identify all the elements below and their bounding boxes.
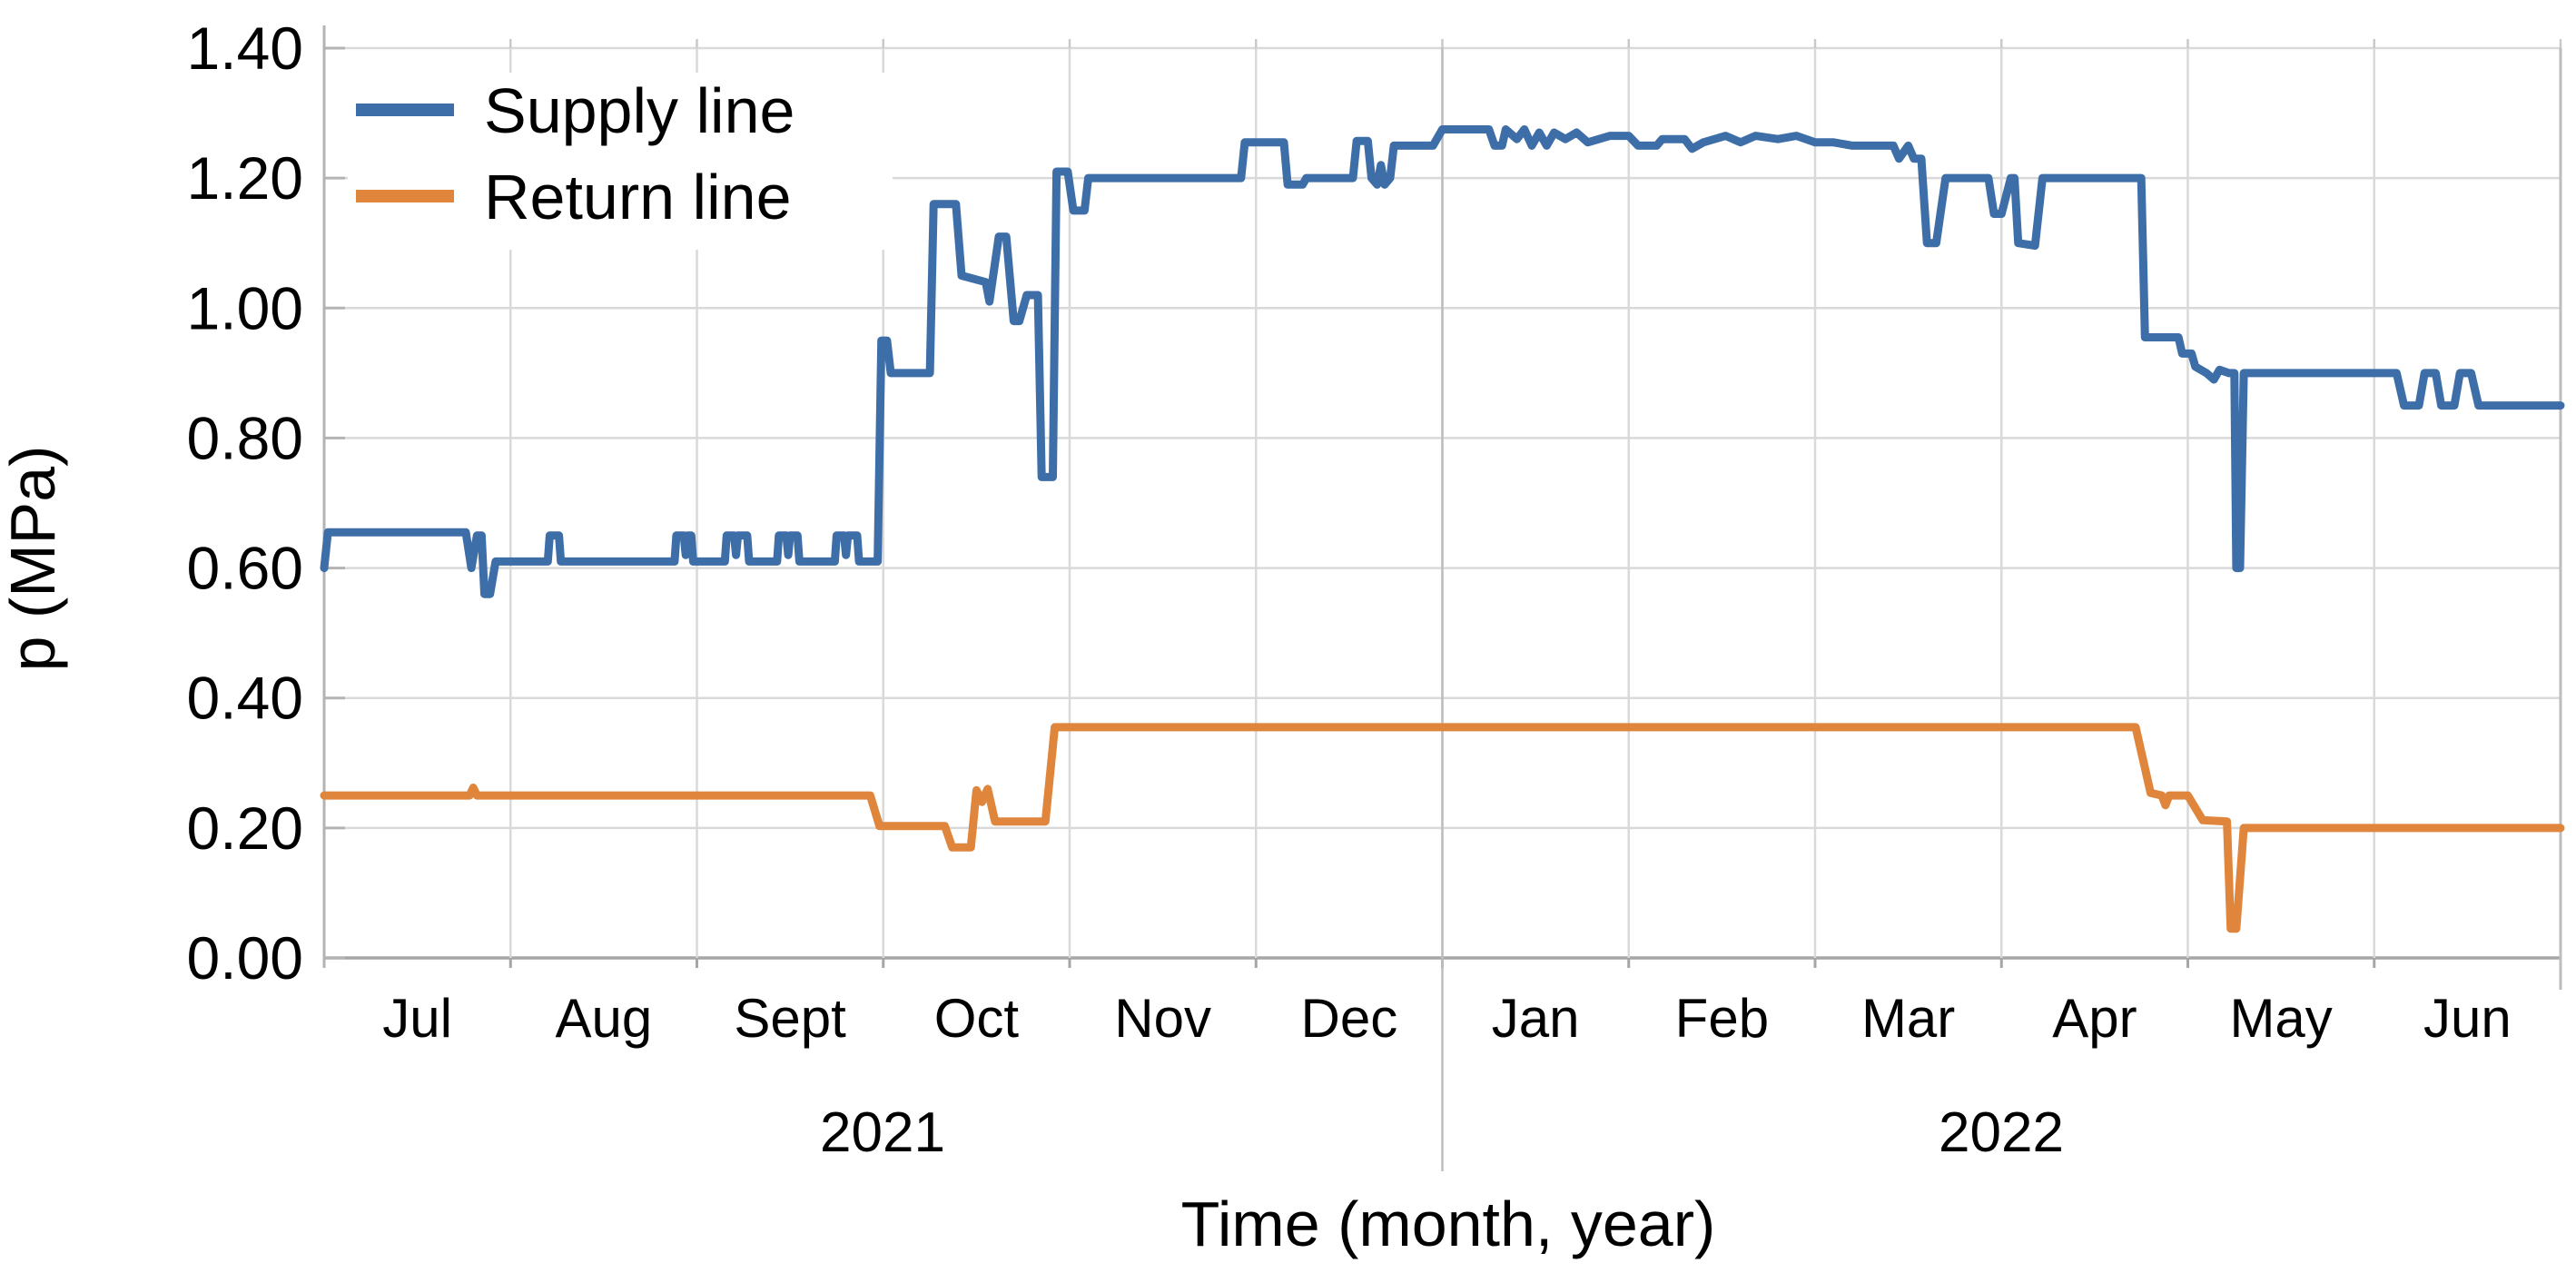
x-tick-label-dec: Dec xyxy=(1301,988,1398,1049)
y-tick-label: 1.40 xyxy=(187,15,303,82)
x-tick-label-oct: Oct xyxy=(934,988,1020,1049)
tick-label-layer: 0.00 0.20 0.40 0.60 0.80 1.00 1.20 1.40 Jul Aug Se… xyxy=(187,15,2512,1049)
y-tick-label: 0.00 xyxy=(187,924,303,992)
y-tick-label: 1.20 xyxy=(187,144,303,212)
x-tick-label-nov: Nov xyxy=(1114,988,1211,1049)
y-axis-title: p (MPa) xyxy=(0,446,68,672)
x-tick-label-sept: Sept xyxy=(734,988,846,1049)
series-layer xyxy=(320,125,2565,933)
series-path-supply-line xyxy=(320,125,2565,598)
x-tick-label-jan: Jan xyxy=(1492,988,1580,1049)
grid-layer xyxy=(322,25,2562,1171)
y-tick-label: 0.20 xyxy=(187,794,303,862)
x-tick-label-feb: Feb xyxy=(1675,988,1769,1049)
supply-line-legend-swatch-icon xyxy=(356,104,454,116)
y-tick-label: 0.40 xyxy=(187,665,303,732)
y-tick-label: 1.00 xyxy=(187,274,303,341)
year-label-2022: 2022 xyxy=(1939,1101,2064,1164)
y-tick-label: 0.60 xyxy=(187,535,303,602)
x-tick-label-aug: Aug xyxy=(555,988,652,1049)
year-label-2021: 2021 xyxy=(820,1101,945,1164)
x-tick-label-may: May xyxy=(2229,988,2332,1049)
x-tick-label-jul: Jul xyxy=(382,988,452,1049)
supply-line-legend-label: Supply line xyxy=(484,75,795,146)
x-tick-label-apr: Apr xyxy=(2052,988,2137,1049)
x-axis-title: Time (month, year) xyxy=(1181,1189,1716,1259)
y-tick-label: 0.80 xyxy=(187,404,303,471)
return-line-legend-swatch-icon xyxy=(356,190,454,202)
legend-background xyxy=(348,73,893,250)
x-tick-label-jun: Jun xyxy=(2423,988,2512,1049)
series-path-return-line xyxy=(320,723,2565,933)
return-line-legend-label: Return line xyxy=(484,162,792,232)
legend: Supply line Return line xyxy=(348,73,893,250)
x-tick-label-mar: Mar xyxy=(1861,988,1955,1049)
